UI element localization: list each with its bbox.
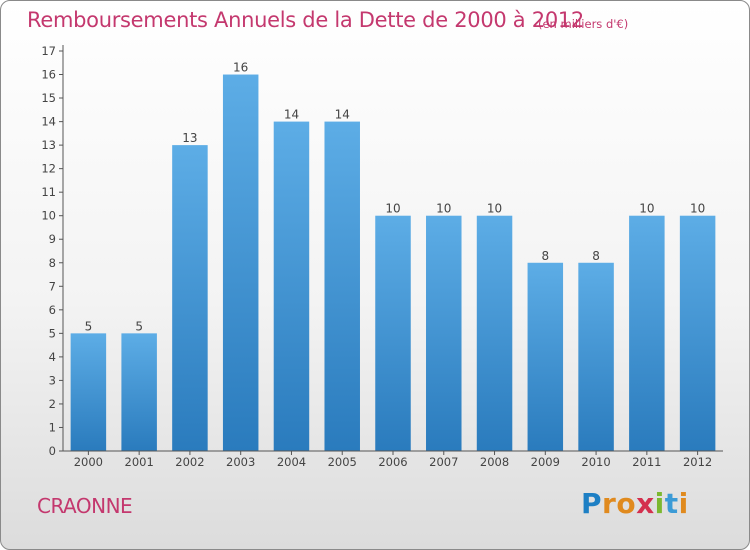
bars-group: 5 5 13 16 14 14 10 10 10 8 8 10 10	[70, 61, 716, 452]
x-tick-label-2011: 2011	[632, 455, 661, 469]
x-tick-label-2004: 2004	[277, 455, 306, 469]
y-tick-label-7: 7	[49, 279, 56, 293]
y-tick-label-13: 13	[41, 138, 56, 152]
logo-letter: i	[654, 487, 665, 520]
bar-2009	[527, 262, 564, 451]
y-tick-label-6: 6	[49, 303, 56, 317]
chart-subtitle: (en milliers d'€)	[538, 17, 629, 31]
y-tick-label-12: 12	[41, 162, 56, 176]
logo-letter: r	[602, 487, 617, 520]
bar-2004	[273, 121, 310, 452]
y-tick-label-4: 4	[49, 350, 56, 364]
y-tick-label-1: 1	[49, 420, 56, 434]
x-tick-label-2003: 2003	[226, 455, 255, 469]
bar-2007	[426, 215, 462, 451]
x-tick-label-2007: 2007	[429, 455, 458, 469]
data-label-2012: 10	[690, 202, 705, 216]
data-label-2009: 8	[541, 249, 549, 263]
x-tick-label-2001: 2001	[125, 455, 154, 469]
bar-2003	[222, 74, 259, 451]
data-label-2006: 10	[385, 202, 400, 216]
bar-2005	[324, 121, 360, 452]
x-tick-label-2009: 2009	[531, 455, 560, 469]
x-tick-label-2010: 2010	[581, 455, 610, 469]
bar-2008	[476, 215, 513, 451]
y-tick-label-16: 16	[41, 68, 56, 82]
logo-letter: i	[678, 487, 689, 520]
y-tick-label-8: 8	[49, 256, 56, 270]
bar-2000	[70, 333, 107, 451]
y-tick-label-5: 5	[49, 326, 56, 340]
y-tick-label-10: 10	[41, 209, 56, 223]
bar-2010	[578, 262, 614, 451]
chart-title: Remboursements Annuels de la Dette de 20…	[27, 8, 584, 32]
data-label-2011: 10	[639, 202, 654, 216]
logo-letter: x	[636, 487, 655, 520]
data-label-2005: 14	[335, 108, 350, 122]
data-label-2002: 13	[182, 131, 197, 145]
y-tick-label-17: 17	[41, 44, 56, 58]
y-tick-label-2: 2	[49, 397, 56, 411]
proxiti-logo[interactable]: Proxiti	[581, 487, 689, 520]
bar-2011	[629, 215, 665, 451]
logo-letter: t	[664, 487, 679, 520]
data-label-2010: 8	[592, 249, 600, 263]
data-label-2007: 10	[436, 202, 451, 216]
y-tick-label-15: 15	[41, 91, 56, 105]
bar-2001	[121, 333, 157, 451]
data-label-2000: 5	[85, 319, 93, 333]
data-label-2004: 14	[284, 108, 299, 122]
y-tick-label-0: 0	[49, 444, 56, 458]
logo-letter: P	[581, 487, 603, 520]
commune-name: CRAONNE	[37, 494, 133, 518]
y-tick-label-9: 9	[49, 232, 56, 246]
data-label-2008: 10	[487, 202, 502, 216]
x-tick-label-2012: 2012	[683, 455, 712, 469]
x-tick-label-2006: 2006	[378, 455, 407, 469]
bar-2006	[375, 215, 411, 451]
x-tick-label-2002: 2002	[175, 455, 204, 469]
y-tick-label-3: 3	[49, 373, 56, 387]
data-label-2003: 16	[233, 61, 248, 75]
x-tick-label-2005: 2005	[328, 455, 357, 469]
y-tick-label-14: 14	[41, 115, 56, 129]
y-tick-label-11: 11	[41, 185, 56, 199]
x-tick-label-2000: 2000	[74, 455, 103, 469]
logo-letter: o	[616, 487, 637, 520]
axes-group: 2000 2001 2002 2003 2004 2005 2006 2007 2008 2009…	[41, 44, 723, 469]
bar-2012	[679, 215, 716, 451]
bar-2002	[172, 145, 208, 451]
data-label-2001: 5	[135, 319, 143, 333]
x-tick-label-2008: 2008	[480, 455, 509, 469]
